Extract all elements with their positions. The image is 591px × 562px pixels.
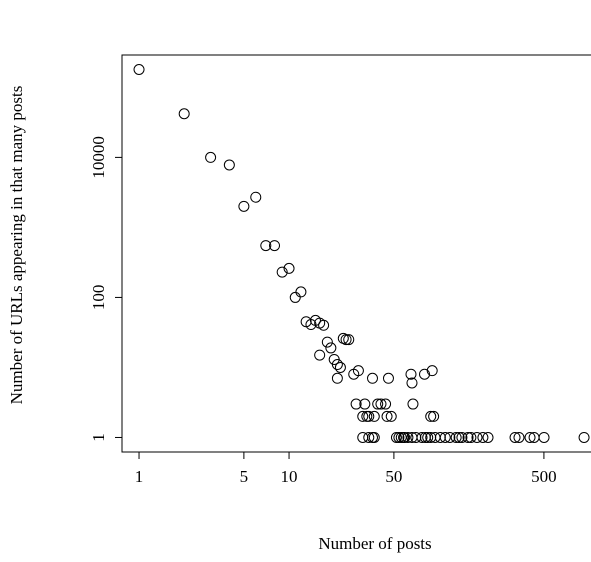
x-tick-label: 5 [240,467,249,486]
point [524,431,536,443]
point [363,410,375,422]
x-axis-label: Number of posts [318,534,431,553]
point [343,334,355,346]
point [334,361,346,373]
point [331,372,343,384]
point [390,431,402,443]
point [289,291,301,303]
y-tick-label: 1 [89,433,108,442]
point [314,349,326,361]
point [357,431,369,443]
point [471,431,483,443]
point [366,372,378,384]
point [321,336,333,348]
point [509,431,521,443]
x-tick-label: 10 [281,467,298,486]
point [250,191,262,203]
x-tick-label: 1 [135,467,144,486]
point [325,342,337,354]
point [465,431,477,443]
point [350,398,362,410]
point [295,286,307,298]
point [477,431,489,443]
point [380,398,392,410]
point [578,431,590,443]
point [399,431,411,443]
point [405,368,417,380]
point [359,398,371,410]
point [402,431,414,443]
point [456,431,468,443]
point [223,159,235,171]
point [372,398,384,410]
point [363,431,375,443]
point [368,410,380,422]
point [283,262,295,274]
point [513,431,525,443]
point [381,410,393,422]
point [331,359,343,371]
point [269,240,281,252]
point [205,151,217,163]
point [368,431,380,443]
point [482,431,494,443]
y-tick-label: 100 [89,285,108,311]
x-tick-label: 500 [531,467,557,486]
y-tick-label: 10000 [89,136,108,179]
point [462,431,474,443]
x-tick-label: 50 [385,467,402,486]
point [419,368,431,380]
point [340,334,352,346]
point [428,410,440,422]
point [453,431,465,443]
point [276,266,288,278]
point [382,372,394,384]
point [434,431,446,443]
point [422,431,434,443]
point [375,398,387,410]
point [318,319,330,331]
point [385,410,397,422]
point [416,431,428,443]
point [178,108,190,120]
point [538,431,550,443]
point [357,410,369,422]
point [352,365,364,377]
plot-box [121,54,591,453]
point [407,398,419,410]
y-axis-label: Number of URLs appearing in that many po… [7,86,26,405]
point [425,410,437,422]
point [406,377,418,389]
point [426,365,438,377]
point [133,64,145,76]
point [444,431,456,443]
point [393,431,405,443]
point [450,431,462,443]
point [260,240,272,252]
point [238,200,250,212]
point [439,431,451,443]
